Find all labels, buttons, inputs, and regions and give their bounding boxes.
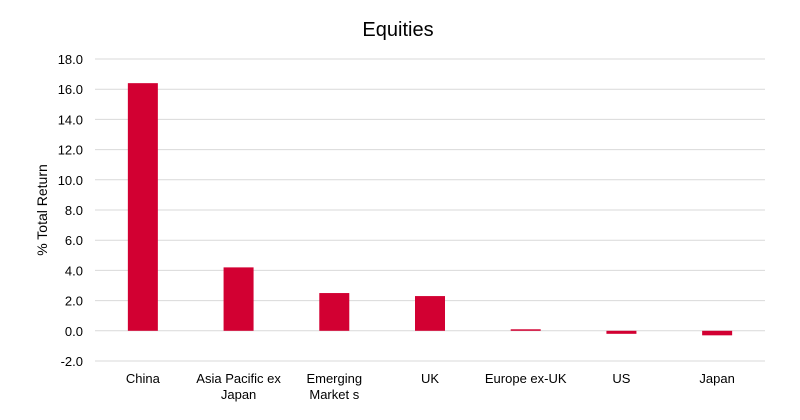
bars bbox=[127, 83, 733, 336]
gridlines bbox=[95, 58, 765, 362]
y-tick-label: 4.0 bbox=[65, 263, 83, 278]
bar bbox=[127, 83, 158, 331]
x-tick-label-line: Japan bbox=[699, 371, 734, 386]
x-tick-label-line: Europe ex-UK bbox=[485, 371, 567, 386]
x-tick-label: Europe ex-UK bbox=[485, 371, 567, 386]
x-tick-label-line: China bbox=[126, 371, 161, 386]
x-tick-label: Asia Pacific ex Japan bbox=[196, 371, 281, 402]
x-tick-label-line: Asia Pacific ex bbox=[196, 371, 281, 386]
y-tick-label: 14.0 bbox=[58, 112, 83, 127]
bar bbox=[510, 329, 541, 331]
y-tick-label: 10.0 bbox=[58, 173, 83, 188]
x-tick-label: UK bbox=[421, 371, 439, 386]
x-tick-label-line: UK bbox=[421, 371, 439, 386]
bar bbox=[319, 293, 350, 331]
y-tick-label: 2.0 bbox=[65, 294, 83, 309]
chart-title: Equities bbox=[362, 19, 433, 41]
x-tick-label: Emerging Market s bbox=[306, 371, 362, 402]
bar bbox=[606, 330, 637, 334]
x-tick-label-line: Market s bbox=[309, 387, 359, 402]
bar bbox=[702, 330, 733, 336]
x-tick-label: Japan bbox=[699, 371, 734, 386]
x-tick-label: China bbox=[126, 371, 161, 386]
y-axis-label: % Total Return bbox=[34, 164, 50, 256]
y-tick-label: -2.0 bbox=[61, 354, 83, 369]
x-tick-label-line: Japan bbox=[221, 387, 256, 402]
x-tick-label-line: Emerging bbox=[306, 371, 362, 386]
x-tick-label-line: US bbox=[612, 371, 630, 386]
y-tick-labels: -2.0 0.0 2.0 4.0 6.0 8.0 10.0 12.0 14.0 16.0 18.0 bbox=[58, 52, 83, 369]
y-tick-label: 16.0 bbox=[58, 82, 83, 97]
x-tick-label: US bbox=[612, 371, 630, 386]
y-tick-label: 12.0 bbox=[58, 143, 83, 158]
y-tick-label: 6.0 bbox=[65, 233, 83, 248]
bar bbox=[223, 267, 254, 331]
y-tick-label: 18.0 bbox=[58, 52, 83, 67]
y-tick-label: 8.0 bbox=[65, 203, 83, 218]
bar bbox=[415, 296, 445, 331]
y-tick-label: 0.0 bbox=[65, 324, 83, 339]
